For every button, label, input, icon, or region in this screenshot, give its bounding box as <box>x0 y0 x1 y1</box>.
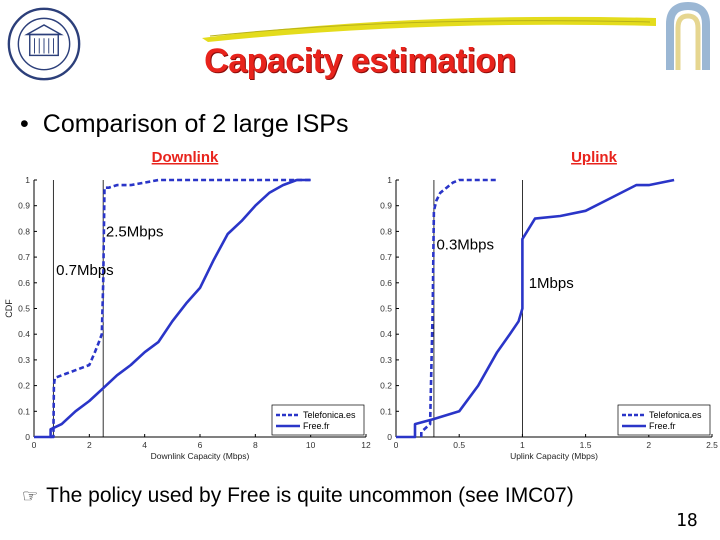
y-tick-label: 0.7 <box>380 252 392 262</box>
legend-box <box>617 404 711 436</box>
chart-title: Uplink <box>571 149 617 166</box>
y-tick-label: 0.4 <box>18 329 30 339</box>
y-tick-label: 0.3 <box>18 355 30 365</box>
bullet-item: • Comparison of 2 large ISPs <box>20 110 348 139</box>
x-tick-label: 0 <box>32 440 37 450</box>
y-tick-label: 0 <box>25 432 30 442</box>
x-tick-label: 10 <box>306 440 316 450</box>
series-line-free-fr <box>396 178 675 439</box>
y-tick-label: 1 <box>387 175 392 185</box>
footnote-text: The policy used by Free is quite uncommo… <box>46 484 574 507</box>
y-tick-label: 0.8 <box>18 226 30 236</box>
y-tick-label: 0.1 <box>18 406 30 416</box>
y-tick-label: 0.5 <box>18 304 30 314</box>
y-tick-label: 0.2 <box>18 381 30 391</box>
y-tick-label: 0.3 <box>380 355 392 365</box>
y-tick-label: 0.9 <box>380 201 392 211</box>
page-number: 18 <box>676 510 698 531</box>
bullet-text: Comparison of 2 large ISPs <box>42 110 349 138</box>
legend-box <box>271 404 365 436</box>
annotation-label: 1Mbps <box>529 275 574 292</box>
series-line-telefonica-es <box>50 178 311 439</box>
pointing-hand-icon: ☞ <box>22 486 39 506</box>
series-line-telefonica-es <box>420 178 498 437</box>
y-tick-label: 1 <box>25 175 30 185</box>
legend-label: Telefonica.es <box>303 410 356 420</box>
university-seal-logo <box>7 7 81 81</box>
x-tick-label: 4 <box>142 440 147 450</box>
legend-label: Free.fr <box>649 421 676 431</box>
x-axis-label: Uplink Capacity (Mbps) <box>510 451 598 461</box>
y-tick-label: 0.8 <box>380 226 392 236</box>
x-tick-label: 2 <box>646 440 651 450</box>
x-tick-label: 6 <box>198 440 203 450</box>
y-tick-label: 0.9 <box>18 201 30 211</box>
y-tick-label: 0.4 <box>380 329 392 339</box>
uplink-cdf-chart: Uplink 0 0.1 0.2 0.3 0.4 0.5 0.6 0.7 0.8 0.9 1 0 0.5 1… <box>380 149 718 461</box>
annotation-label: 0.3Mbps <box>436 236 494 253</box>
x-tick-label: 12 <box>361 440 371 450</box>
x-tick-label: 1.5 <box>580 440 592 450</box>
slide-title: Capacity estimation <box>204 42 516 80</box>
legend-label: Free.fr <box>303 421 330 431</box>
annotation-label: 2.5Mbps <box>106 224 164 241</box>
chart-title: Downlink <box>152 149 219 166</box>
institute-logo <box>666 2 710 70</box>
header-swoosh-decoration <box>202 16 656 42</box>
x-tick-label: 0 <box>394 440 399 450</box>
x-tick-label: 1 <box>520 440 525 450</box>
y-tick-label: 0.1 <box>380 406 392 416</box>
bullet-dot: • <box>20 110 29 138</box>
y-tick-label: 0 <box>387 432 392 442</box>
y-tick-label: 0.6 <box>18 278 30 288</box>
y-tick-label: 0.7 <box>18 252 30 262</box>
legend-label: Telefonica.es <box>649 410 702 420</box>
y-axis-label: CDF <box>4 299 14 318</box>
x-tick-label: 8 <box>253 440 258 450</box>
x-axis-label: Downlink Capacity (Mbps) <box>151 451 250 461</box>
x-tick-label: 0.5 <box>453 440 465 450</box>
x-tick-label: 2.5 <box>706 440 718 450</box>
y-tick-label: 0.2 <box>380 381 392 391</box>
x-tick-label: 2 <box>87 440 92 450</box>
y-tick-label: 0.6 <box>380 278 392 288</box>
series-line-free-fr <box>34 178 311 439</box>
annotation-label: 0.7Mbps <box>56 262 114 279</box>
y-tick-label: 0.5 <box>380 304 392 314</box>
footnote: ☞ The policy used by Free is quite uncomm… <box>22 484 574 508</box>
